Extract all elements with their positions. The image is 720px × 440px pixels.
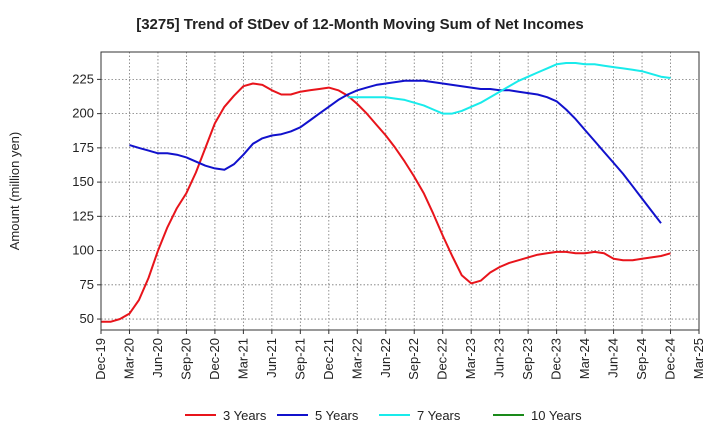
legend-label-3-years: 3 Years (223, 408, 267, 423)
x-tick-label: Dec-24 (663, 338, 678, 380)
y-tick-label: 200 (72, 106, 94, 121)
x-tick-label: Mar-23 (463, 338, 478, 379)
y-tick-label: 125 (72, 208, 94, 223)
y-axis-title: Amount (million yen) (7, 132, 22, 251)
y-tick-label: 75 (80, 277, 94, 292)
y-tick-label: 150 (72, 174, 94, 189)
x-tick-label: Jun-20 (150, 338, 165, 378)
plot-area (100, 51, 700, 331)
legend-label-7-years: 7 Years (417, 408, 461, 423)
x-tick-label: Jun-23 (492, 338, 507, 378)
legend-label-10-years: 10 Years (531, 408, 582, 423)
x-tick-label: Jun-22 (378, 338, 393, 378)
x-tick-label: Sep-24 (634, 338, 649, 380)
y-tick-label: 100 (72, 243, 94, 258)
x-tick-label: Mar-22 (349, 338, 364, 379)
y-tick-label: 175 (72, 140, 94, 155)
x-tick-label: Mar-24 (577, 338, 592, 379)
x-tick-label: Jun-24 (606, 338, 621, 378)
x-tick-label: Dec-21 (321, 338, 336, 380)
series-line-5-years (129, 79, 662, 224)
x-axis-ticks: Dec-19 Mar-20 Jun-20 Sep-20 Dec-20 Mar-21 Jun-… (93, 330, 706, 380)
x-tick-label: Sep-21 (292, 338, 307, 380)
series-line-3-years (101, 82, 671, 323)
x-tick-label: Sep-23 (520, 338, 535, 380)
y-tick-label: 225 (72, 71, 94, 86)
y-tick-label: 50 (80, 311, 94, 326)
x-tick-label: Jun-21 (264, 338, 279, 378)
x-tick-label: Dec-22 (435, 338, 450, 380)
x-tick-label: Mar-25 (691, 338, 706, 379)
x-tick-label: Mar-21 (235, 338, 250, 379)
series-line-7-years (347, 62, 671, 115)
x-tick-label: Dec-19 (93, 338, 108, 380)
x-tick-label: Sep-22 (406, 338, 421, 380)
legend: 3 Years 5 Years 7 Years 10 Years (185, 408, 582, 423)
x-tick-label: Sep-20 (178, 338, 193, 380)
x-tick-label: Dec-20 (207, 338, 222, 380)
x-tick-label: Mar-20 (121, 338, 136, 379)
legend-label-5-years: 5 Years (315, 408, 359, 423)
grid (101, 52, 699, 330)
series-lines (101, 62, 671, 323)
x-tick-label: Dec-23 (549, 338, 564, 380)
chart-title: [3275] Trend of StDev of 12-Month Moving… (136, 16, 584, 33)
y-axis-ticks: 50 75 100 125 150 175 200 225 (72, 71, 101, 326)
